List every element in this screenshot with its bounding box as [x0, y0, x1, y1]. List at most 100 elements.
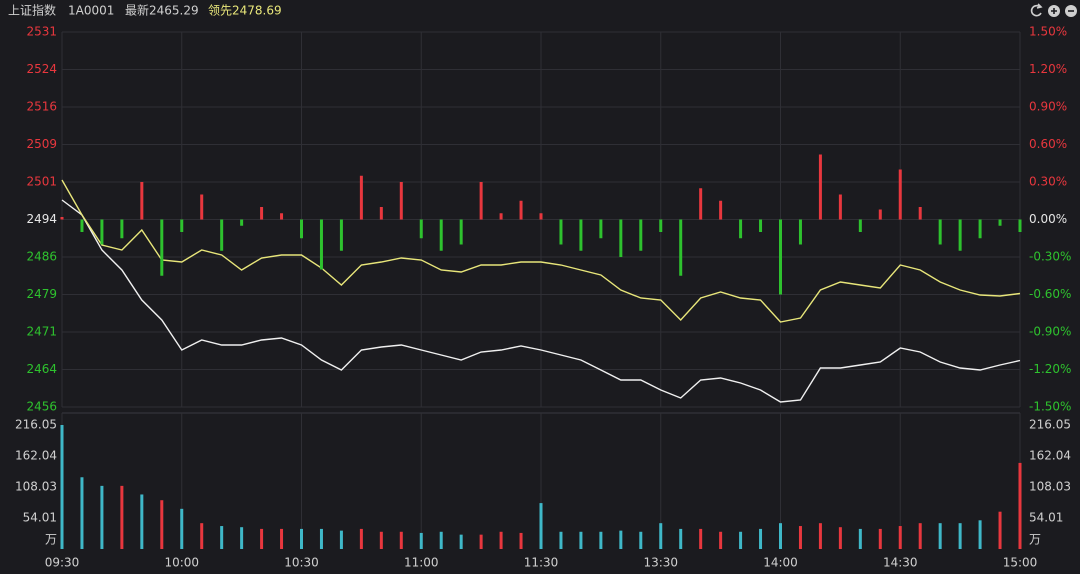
volume-bar — [938, 523, 942, 549]
volume-bar — [180, 508, 184, 549]
volume-bar — [798, 526, 802, 549]
price-line — [61, 199, 1021, 403]
change-bar — [898, 169, 902, 220]
zoom-in-sign[interactable] — [1051, 8, 1057, 14]
y-tick-label: 2516 — [26, 100, 57, 114]
y-tick-label: 162.04 — [15, 448, 57, 462]
refresh-icon[interactable] — [1030, 4, 1042, 17]
change-bar — [779, 219, 782, 295]
change-bar — [559, 219, 563, 245]
x-tick-label: 14:00 — [763, 556, 798, 570]
unit-label: 万 — [1029, 533, 1041, 547]
volume-bar — [659, 523, 663, 549]
change-bar — [160, 219, 164, 276]
x-tick-label: 10:00 — [164, 556, 199, 570]
x-tick-label: 11:00 — [404, 556, 439, 570]
volume-bar — [419, 532, 423, 549]
change-bar — [739, 219, 743, 239]
refresh-button[interactable] — [1030, 3, 1043, 17]
change-bar — [339, 219, 343, 251]
change-bar — [798, 219, 802, 245]
volume-bar — [818, 523, 822, 549]
change-bar — [1018, 219, 1022, 232]
change-bar — [599, 219, 603, 239]
y2-tick-label: 1.50% — [1029, 25, 1067, 39]
volume-bar — [1018, 462, 1022, 549]
change-bar — [519, 200, 523, 220]
volume-bar — [220, 526, 224, 549]
change-bar — [319, 219, 323, 270]
volume-bar — [280, 528, 284, 549]
x-tick-label: 11:30 — [524, 556, 559, 570]
change-bar — [260, 207, 264, 220]
y2-tick-label: -0.90% — [1029, 325, 1071, 339]
volume-bar — [519, 532, 523, 549]
y-tick-label: 2509 — [26, 137, 57, 151]
volume-bar — [140, 494, 144, 549]
y-tick-label: 2456 — [26, 400, 57, 414]
y-tick-label: 2464 — [26, 362, 57, 376]
y-tick-label: 2501 — [26, 175, 57, 189]
volume-bar — [559, 531, 563, 549]
change-bar — [359, 175, 363, 220]
refresh-arrow[interactable] — [1036, 3, 1043, 9]
zoom-out-button[interactable] — [1065, 5, 1077, 17]
x-tick-label: 13:30 — [643, 556, 678, 570]
index-name: 上证指数 — [8, 3, 56, 18]
change-bar — [439, 219, 443, 251]
volume-bar — [240, 527, 244, 549]
latest-price: 最新2465.29 — [125, 3, 199, 18]
change-bar — [200, 194, 204, 220]
change-bar — [978, 219, 982, 239]
y-tick-label: 2479 — [26, 287, 57, 301]
change-bar — [998, 219, 1002, 226]
x-tick-label: 10:30 — [284, 556, 319, 570]
y2-tick-label: 1.20% — [1029, 62, 1067, 76]
y2-tick-label: -0.30% — [1029, 250, 1071, 264]
volume-bar — [300, 528, 303, 549]
volume-bar — [739, 531, 743, 549]
change-bar — [140, 182, 144, 220]
y2-tick-label: 54.01 — [1029, 511, 1063, 525]
volume-bar — [639, 531, 643, 549]
y2-tick-label: 216.05 — [1029, 418, 1071, 432]
change-bar — [679, 219, 683, 276]
volume-bar — [399, 531, 403, 549]
change-bar — [459, 219, 463, 245]
change-bar — [838, 194, 842, 220]
y2-tick-label: -1.50% — [1029, 400, 1071, 414]
zoom-in-button[interactable] — [1048, 5, 1060, 17]
volume-bar — [978, 520, 982, 549]
volume-bar — [80, 477, 84, 549]
volume-bar — [459, 534, 463, 549]
change-bar — [80, 219, 84, 232]
unit-label: 万 — [45, 533, 57, 547]
change-bar — [619, 219, 623, 257]
y2-tick-label: 0.30% — [1029, 175, 1067, 189]
y-tick-label: 2494 — [26, 212, 57, 226]
change-bar — [379, 207, 383, 220]
change-bar — [938, 219, 942, 245]
volume-bar — [759, 528, 763, 549]
change-bar — [220, 219, 224, 251]
y2-tick-label: 0.00% — [1029, 212, 1067, 226]
change-bar — [539, 213, 543, 220]
volume-bar — [359, 528, 363, 549]
volume-bar — [499, 531, 503, 549]
volume-bar — [679, 528, 683, 549]
volume-bar — [898, 526, 902, 549]
y-tick-label: 2486 — [26, 250, 57, 264]
y2-tick-label: -0.60% — [1029, 287, 1071, 301]
volume-bar — [878, 528, 882, 549]
volume-bar — [779, 523, 782, 549]
volume-bar — [260, 528, 264, 549]
y-tick-label: 216.05 — [15, 418, 57, 432]
volume-bar — [160, 500, 164, 549]
x-tick-label: 09:30 — [45, 556, 80, 570]
y2-tick-label: 0.60% — [1029, 137, 1067, 151]
y2-tick-label: -1.20% — [1029, 362, 1071, 376]
x-tick-label: 15:00 — [1003, 556, 1038, 570]
change-bar — [60, 217, 64, 220]
